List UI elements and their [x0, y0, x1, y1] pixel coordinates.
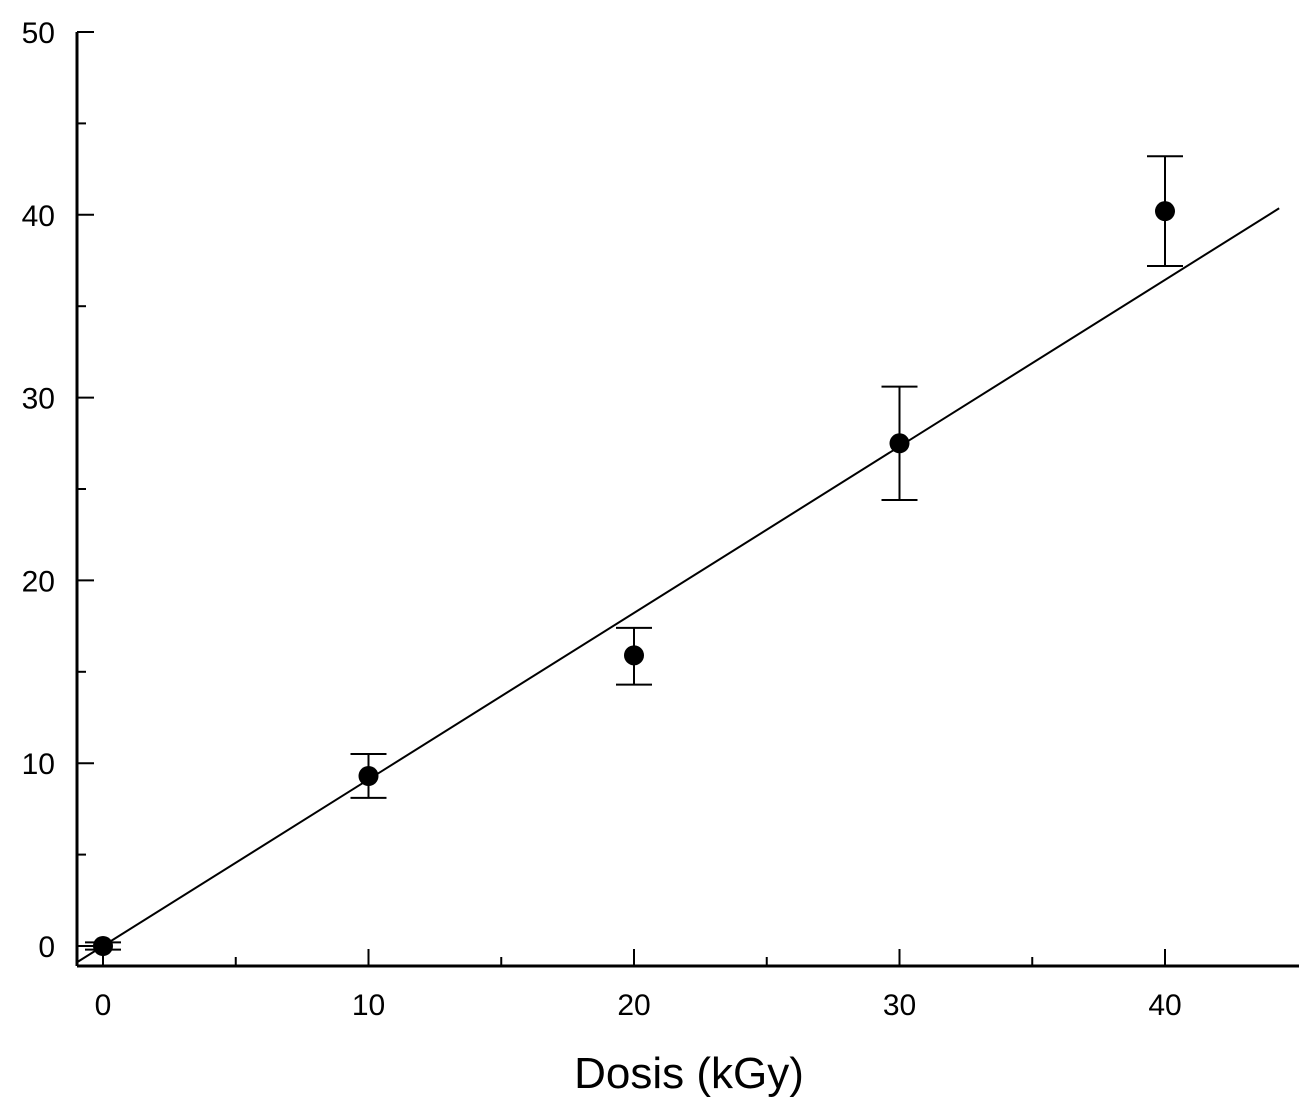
data-point [358, 765, 379, 786]
x-tick-label: 10 [352, 989, 385, 1022]
y-tick-label: 10 [22, 748, 55, 781]
x-tick-label: 40 [1148, 989, 1181, 1022]
data-point [1155, 201, 1175, 222]
y-tick-label: 50 [22, 17, 55, 50]
error-bars [85, 155, 1183, 951]
data-points [93, 201, 1175, 956]
fit-line-layer [75, 207, 1280, 964]
fit-line [75, 207, 1280, 964]
y-tick-label: 30 [22, 383, 55, 416]
x-tick-label: 0 [95, 989, 112, 1022]
data-point [93, 936, 113, 956]
data-point [624, 645, 644, 666]
y-tick-label: 20 [22, 565, 55, 598]
y-tick-label: 40 [22, 200, 55, 233]
data-point [889, 433, 910, 454]
axes [75, 31, 1299, 968]
x-tick-label: 20 [617, 989, 650, 1022]
x-tick-label: 30 [883, 989, 916, 1022]
tick-labels: 0 10 20 30 40 50 0 10 20 30 40 [22, 17, 1182, 1022]
y-tick-label: 0 [38, 931, 55, 964]
x-axis-title: Dosis (kGy) [574, 1049, 804, 1098]
